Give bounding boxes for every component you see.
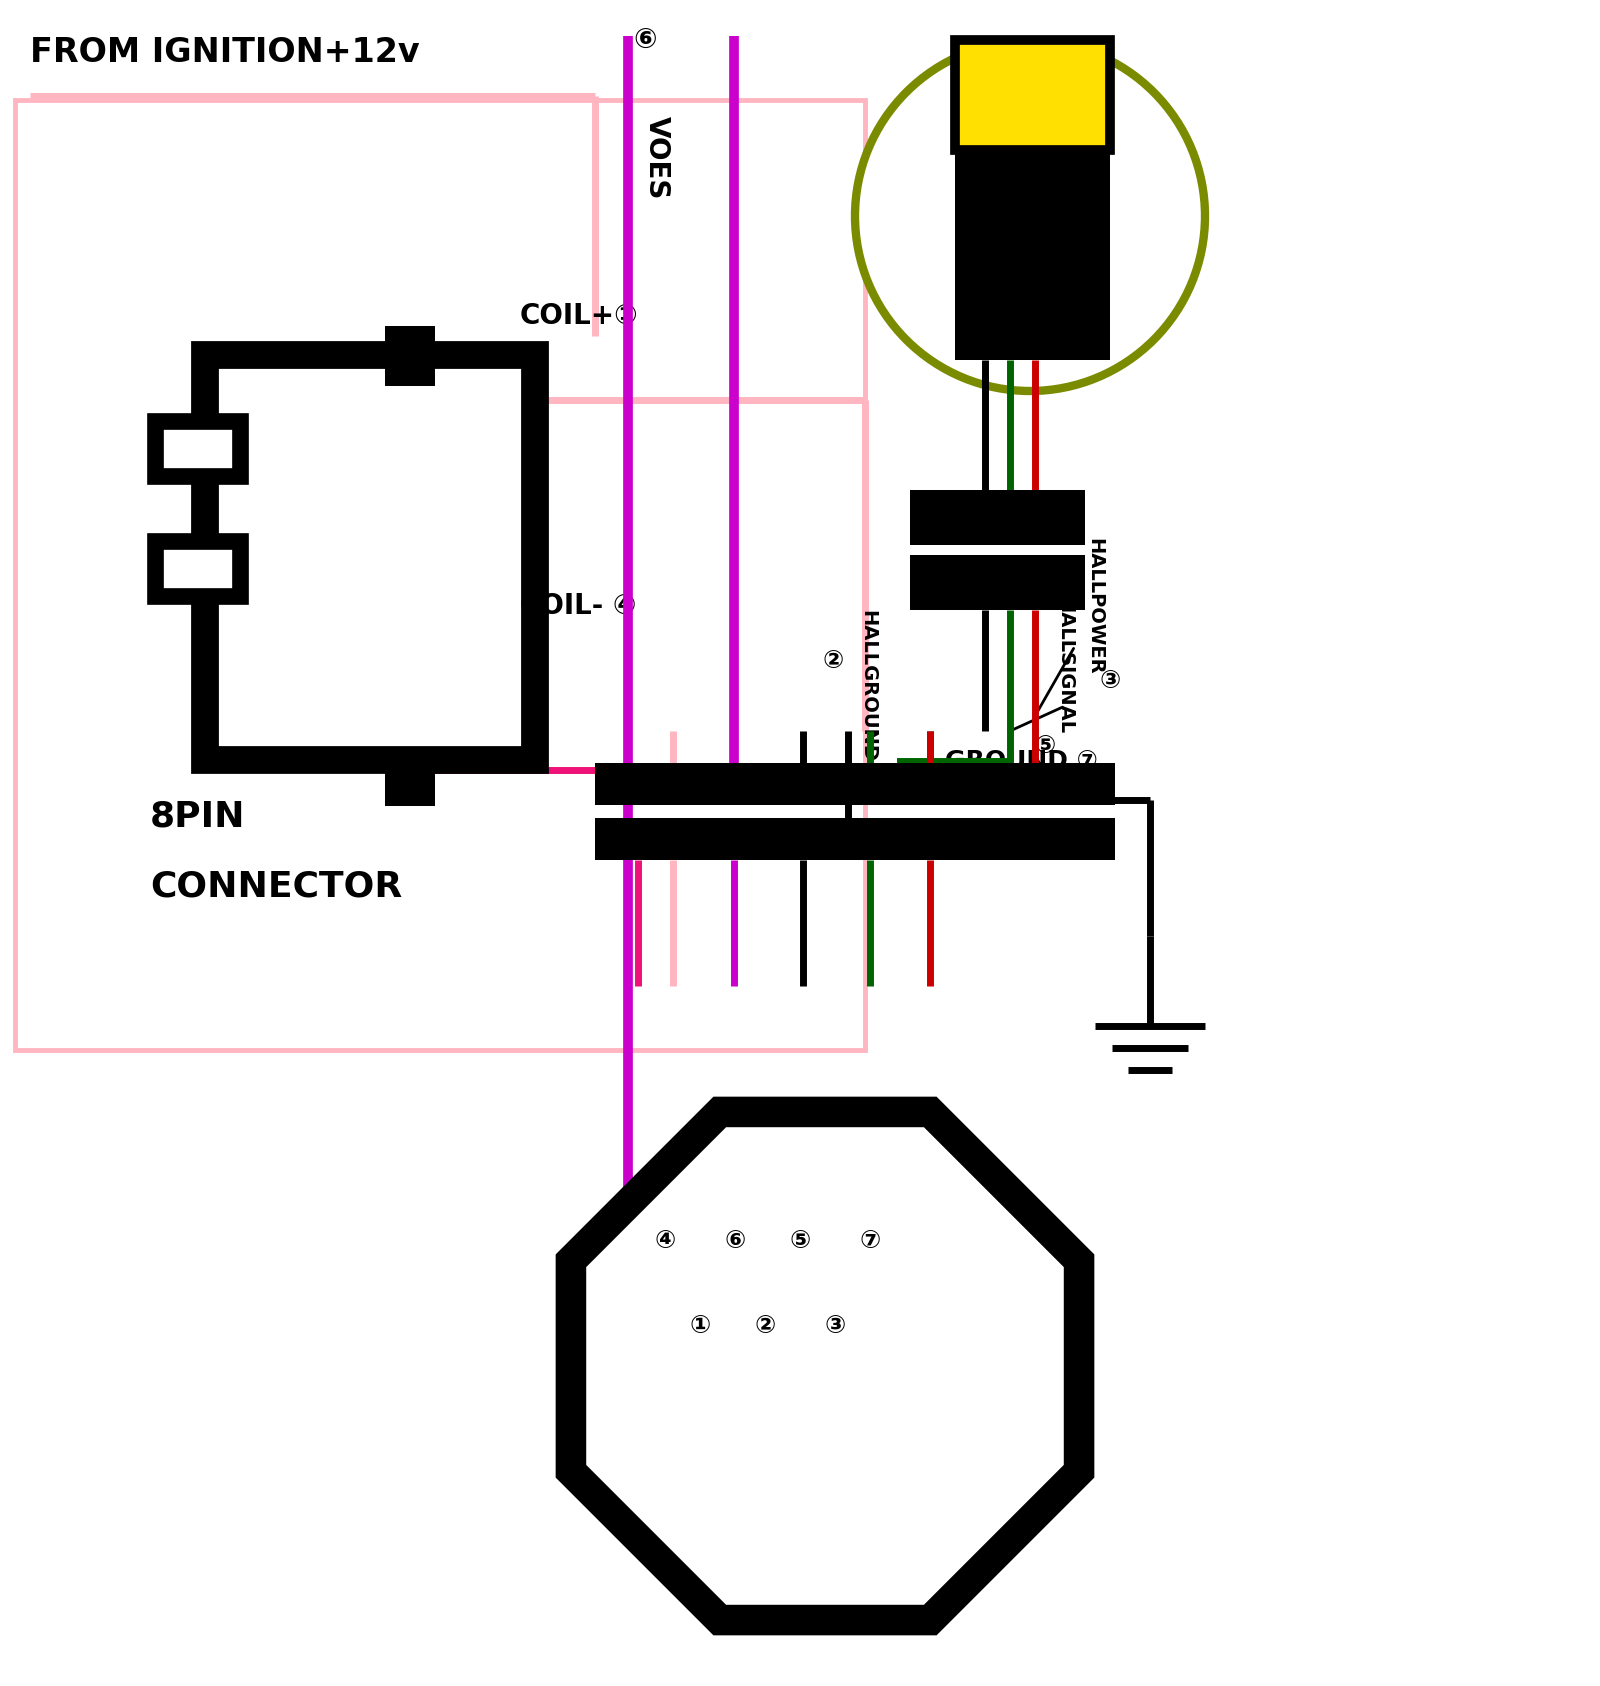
- Text: 8PIN: 8PIN: [150, 799, 245, 833]
- Circle shape: [992, 179, 1069, 255]
- Text: ①: ①: [690, 1313, 710, 1339]
- Text: FROM IGNITION+12v: FROM IGNITION+12v: [30, 35, 419, 69]
- Bar: [14, 99, 866, 1050]
- Bar: [155, 541, 240, 595]
- Text: ⑤: ⑤: [1035, 733, 1056, 759]
- Polygon shape: [571, 1113, 1078, 1620]
- Text: COIL- ④: COIL- ④: [520, 592, 637, 620]
- Text: GROUND ⑦: GROUND ⑦: [946, 749, 1098, 772]
- Bar: [386, 325, 435, 386]
- Bar: [205, 356, 534, 760]
- Text: ②: ②: [755, 1313, 776, 1339]
- Text: ②: ②: [822, 649, 843, 673]
- Text: HALLSIGNAL: HALLSIGNAL: [1054, 597, 1074, 735]
- Bar: [155, 422, 240, 475]
- Text: ⑥: ⑥: [634, 25, 656, 54]
- Bar: [910, 555, 1085, 610]
- Bar: [595, 818, 1115, 860]
- Text: CONNECTOR: CONNECTOR: [150, 868, 402, 904]
- Text: ⑦: ⑦: [859, 1229, 880, 1253]
- Bar: [955, 40, 1110, 150]
- Bar: [174, 433, 221, 464]
- Bar: [955, 130, 1110, 361]
- Text: VOES: VOES: [643, 116, 670, 199]
- Text: ④: ④: [654, 1229, 675, 1253]
- Bar: [174, 555, 221, 583]
- Text: HALLPOWER: HALLPOWER: [1085, 538, 1104, 674]
- Text: ③: ③: [824, 1313, 845, 1339]
- Text: COIL+①: COIL+①: [520, 302, 638, 330]
- Text: ③: ③: [1099, 669, 1120, 693]
- Text: ⑥: ⑥: [725, 1229, 746, 1253]
- Bar: [595, 764, 1115, 804]
- Bar: [910, 491, 1085, 545]
- Bar: [386, 750, 435, 806]
- Text: HALLGROUND: HALLGROUND: [858, 610, 877, 762]
- Text: ⑤: ⑤: [789, 1229, 811, 1253]
- Circle shape: [854, 40, 1205, 391]
